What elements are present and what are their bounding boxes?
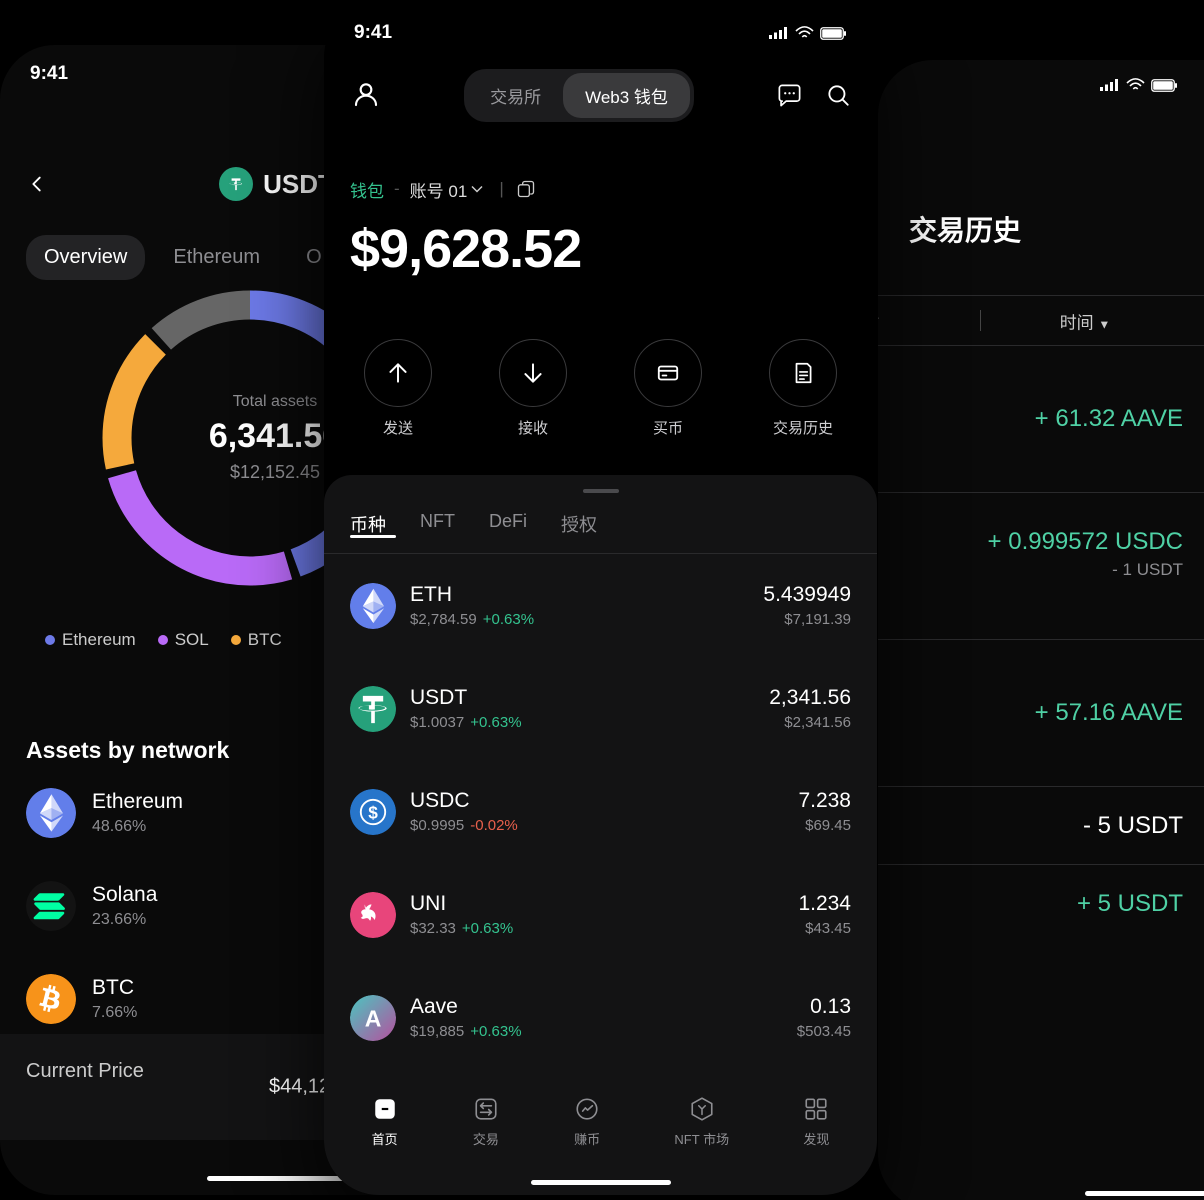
svg-text:A: A [365,1005,382,1031]
svg-text:$: $ [368,802,378,822]
